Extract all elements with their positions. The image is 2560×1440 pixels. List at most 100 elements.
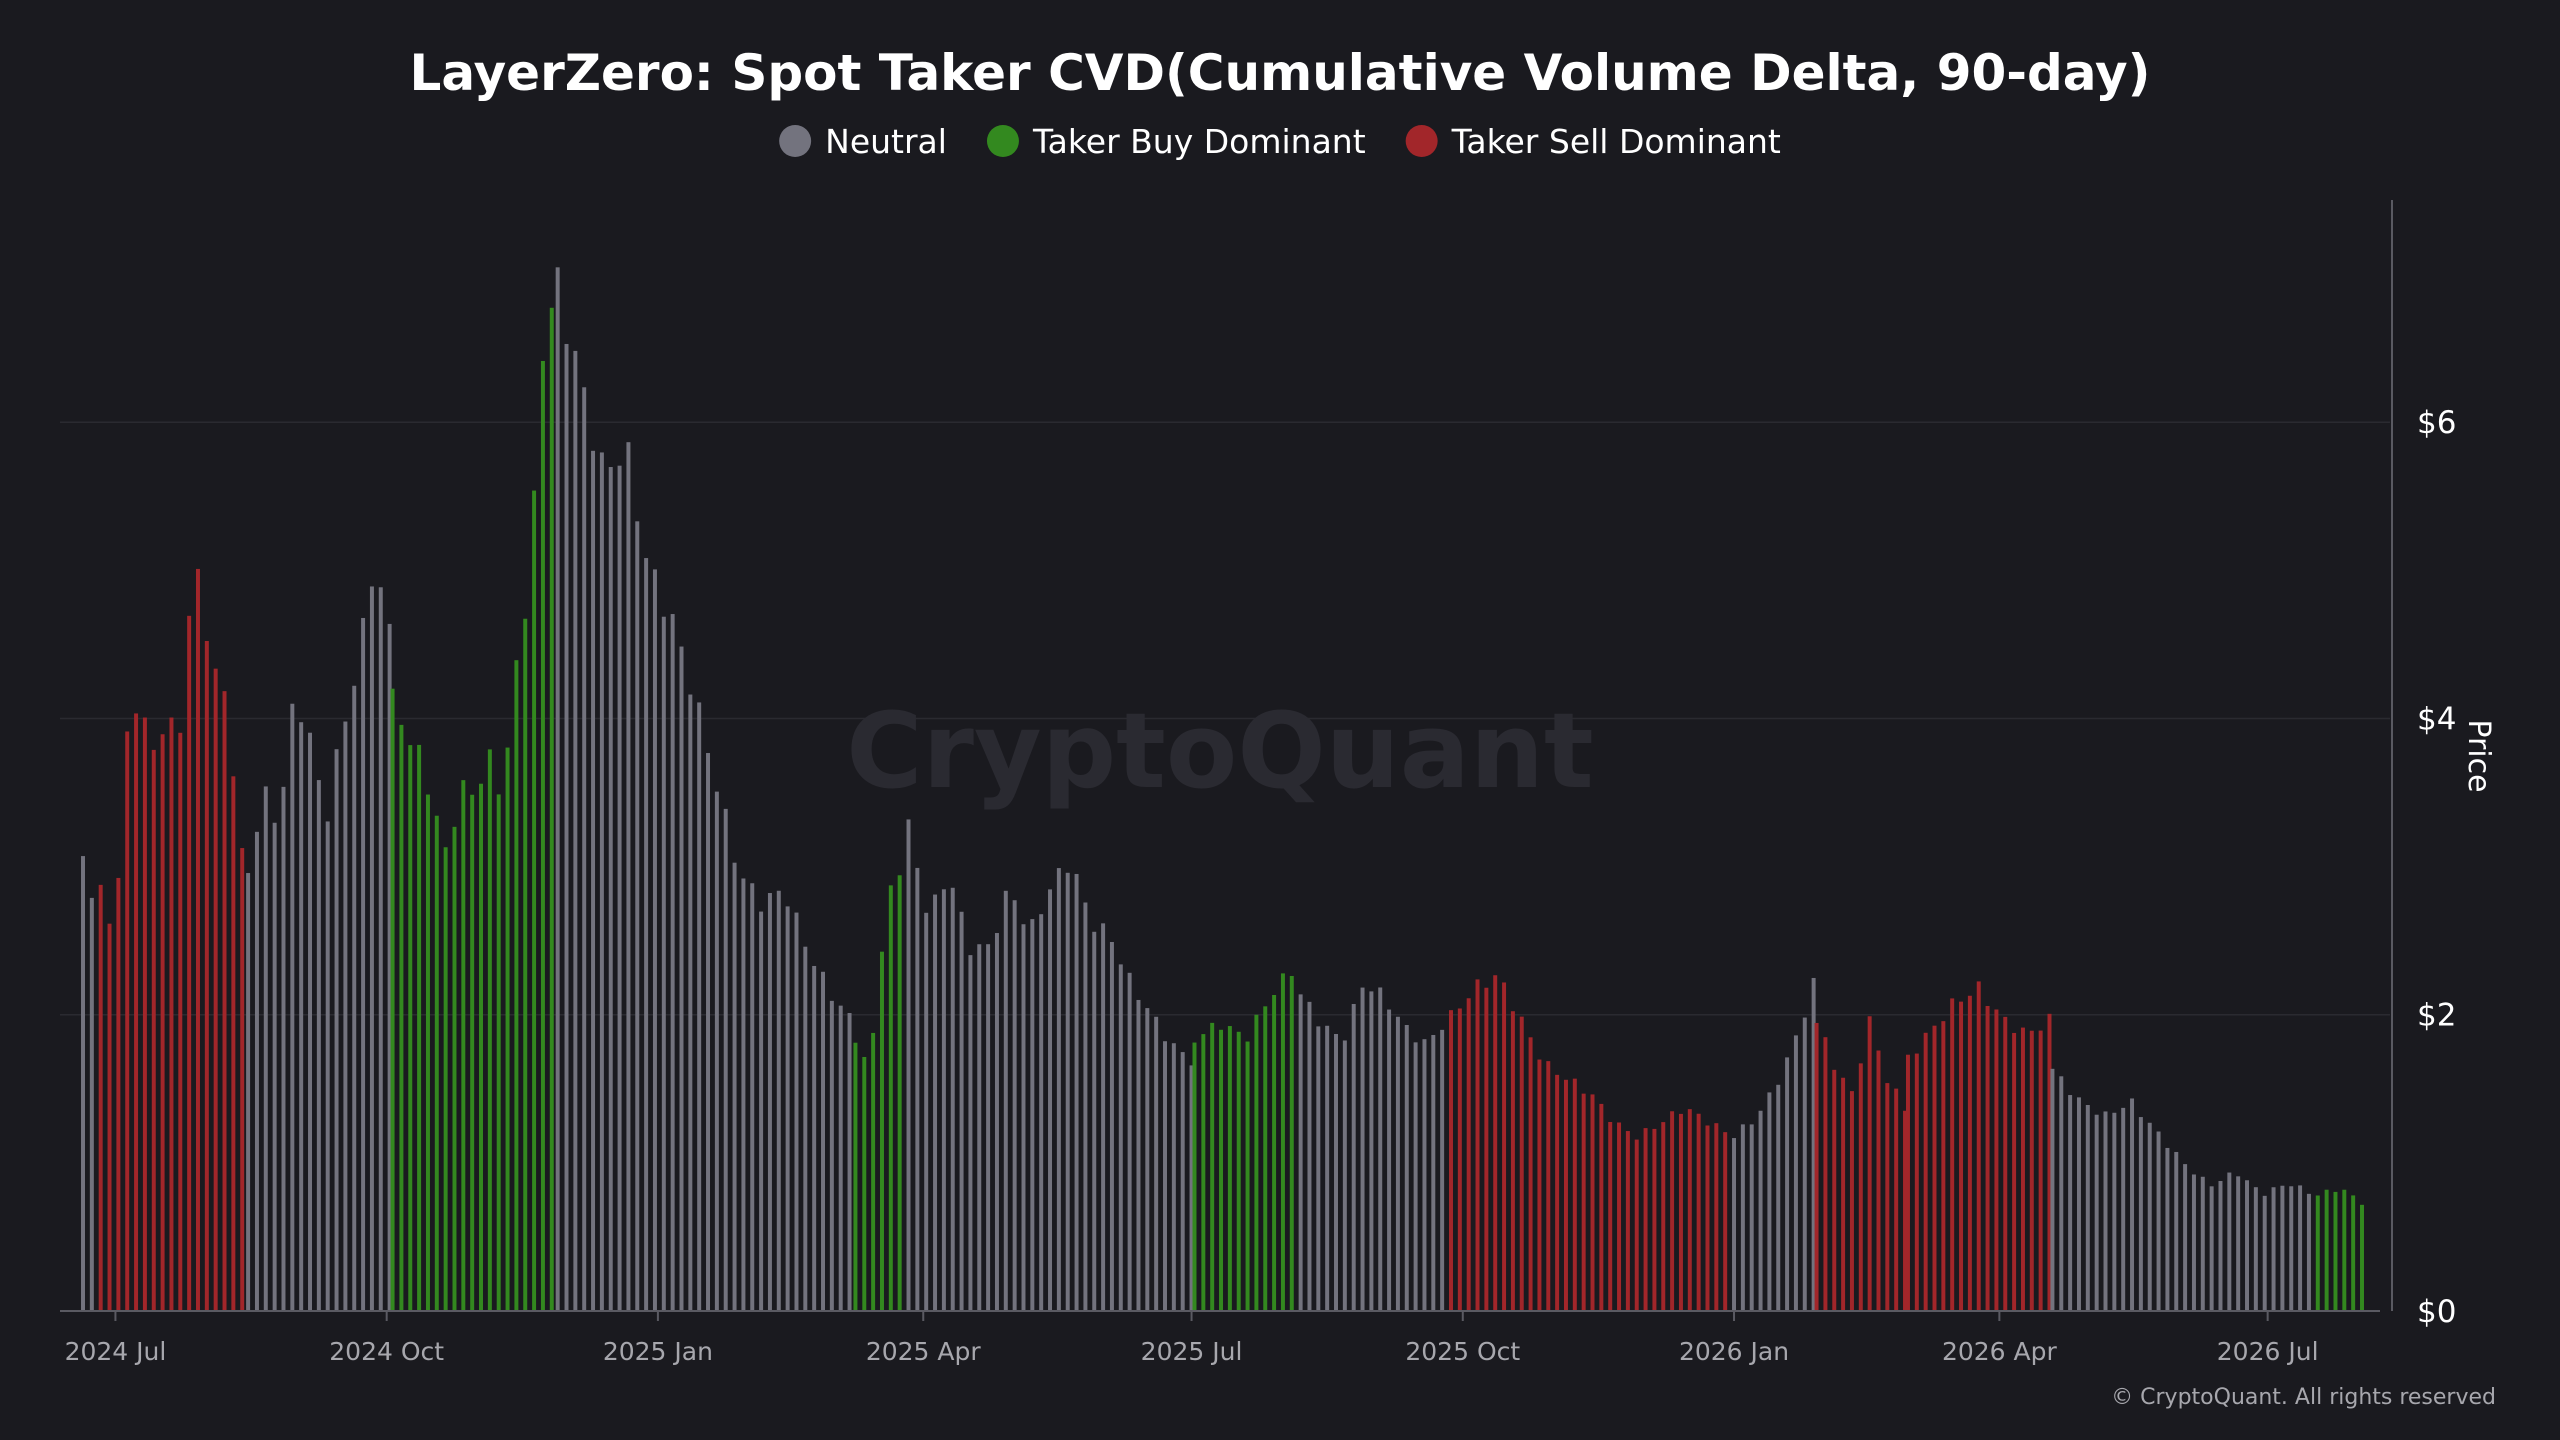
price-bar xyxy=(1767,1092,1772,1311)
price-bar xyxy=(1785,1057,1790,1311)
price-bar xyxy=(2012,1032,2017,1311)
y-axis-ticks: $0 $2 $4 $6 xyxy=(2417,405,2456,1330)
price-bar xyxy=(2068,1095,2073,1311)
price-bar xyxy=(1003,890,1008,1311)
price-bar xyxy=(369,586,374,1311)
price-bar xyxy=(829,1000,834,1311)
price-bar xyxy=(1127,972,1132,1311)
price-bar xyxy=(591,450,596,1311)
price-bar xyxy=(1449,1010,1453,1311)
price-bar xyxy=(1227,1026,1232,1311)
price-bar xyxy=(169,717,174,1311)
price-bar xyxy=(1171,1043,1176,1311)
price-bar xyxy=(1581,1093,1586,1311)
price-bar xyxy=(1776,1084,1781,1311)
price-bar xyxy=(1758,1110,1763,1311)
price-bar xyxy=(1039,914,1044,1311)
price-bar xyxy=(1976,981,1981,1311)
price-bar xyxy=(821,971,825,1311)
price-bar xyxy=(2245,1180,2250,1311)
price-bar xyxy=(343,721,348,1311)
legend-item: Neutral xyxy=(779,122,947,161)
price-bar xyxy=(2315,1195,2320,1311)
price-bar xyxy=(1858,1063,1863,1311)
price-bar xyxy=(417,744,422,1311)
price-bar xyxy=(2059,1076,2064,1311)
price-bar xyxy=(1876,1050,1881,1311)
price-bar xyxy=(1109,941,1114,1311)
price-bar xyxy=(2324,1189,2329,1311)
price-bar xyxy=(1404,1024,1409,1311)
legend-label: Taker Sell Dominant xyxy=(1451,122,1781,161)
price-bar xyxy=(151,749,156,1311)
price-bar xyxy=(933,894,938,1311)
price-bar xyxy=(573,350,578,1311)
x-tick-label: 2026 Jul xyxy=(2217,1337,2319,1366)
price-bar xyxy=(1484,987,1489,1311)
x-tick-label: 2025 Jan xyxy=(603,1337,713,1366)
x-tick-label: 2024 Oct xyxy=(329,1337,444,1366)
price-bar xyxy=(1307,1001,1312,1311)
price-bar xyxy=(1555,1074,1560,1311)
price-bar xyxy=(1661,1122,1666,1311)
price-bar xyxy=(679,646,684,1311)
price-bar xyxy=(1413,1042,1418,1311)
price-bar xyxy=(723,808,728,1311)
price-bar xyxy=(443,847,448,1311)
price-bar xyxy=(98,884,103,1311)
price-bar xyxy=(994,933,999,1311)
price-bar xyxy=(461,780,466,1311)
price-bar xyxy=(1608,1122,1613,1311)
legend: Neutral Taker Buy Dominant Taker Sell Domi… xyxy=(779,122,1781,161)
price-bar xyxy=(1092,931,1097,1311)
price-bar xyxy=(1475,979,1480,1311)
price-bar xyxy=(1163,1041,1167,1311)
price-bar xyxy=(941,889,946,1311)
price-bar xyxy=(838,1005,843,1311)
chart-title: LayerZero: Spot Taker CVD(Cumulative Vol… xyxy=(410,44,2151,102)
price-bar xyxy=(399,724,404,1311)
price-bar xyxy=(599,452,604,1311)
price-bar xyxy=(1950,998,1955,1311)
price-bar xyxy=(1528,1037,1533,1311)
price-bar xyxy=(1101,923,1106,1311)
price-bar xyxy=(2130,1098,2135,1311)
legend-label: Neutral xyxy=(825,122,947,161)
price-bar xyxy=(2253,1187,2258,1311)
price-bar xyxy=(1342,1040,1347,1311)
price-bar xyxy=(2094,1114,2099,1311)
price-bar xyxy=(1985,1005,1990,1311)
price-bar xyxy=(2342,1189,2347,1311)
price-bar xyxy=(387,623,392,1311)
price-bar xyxy=(1422,1039,1427,1311)
price-bar xyxy=(1502,982,1507,1311)
price-bar xyxy=(1457,1008,1462,1311)
price-bar xyxy=(240,848,245,1311)
price-bar xyxy=(425,794,430,1311)
price-bar xyxy=(1136,999,1141,1311)
grid-lines xyxy=(60,421,2390,1016)
x-tick-label: 2025 Oct xyxy=(1405,1337,1520,1366)
price-bar xyxy=(1083,902,1088,1311)
price-bar xyxy=(853,1042,858,1311)
price-bar xyxy=(1118,964,1123,1311)
price-bar xyxy=(582,387,587,1311)
price-bar xyxy=(1832,1069,1837,1311)
price-bar xyxy=(1814,1022,1819,1311)
watermark-text: CryptoQuant xyxy=(846,690,1593,812)
price-bar xyxy=(1298,994,1303,1311)
price-bar xyxy=(1572,1078,1577,1311)
price-bar xyxy=(1245,1041,1250,1311)
price-bar xyxy=(1625,1131,1630,1311)
price-bar xyxy=(1145,1008,1150,1311)
copyright-footer: © CryptoQuant. All rights reserved xyxy=(2111,1385,2496,1410)
price-bar xyxy=(1885,1083,1890,1311)
price-bar xyxy=(532,490,537,1311)
price-bar xyxy=(871,1032,876,1311)
price-bar xyxy=(1030,919,1035,1311)
price-bar xyxy=(2360,1204,2364,1311)
price-bar xyxy=(2138,1117,2143,1311)
price-bar xyxy=(81,856,85,1311)
price-bar xyxy=(1325,1025,1330,1311)
